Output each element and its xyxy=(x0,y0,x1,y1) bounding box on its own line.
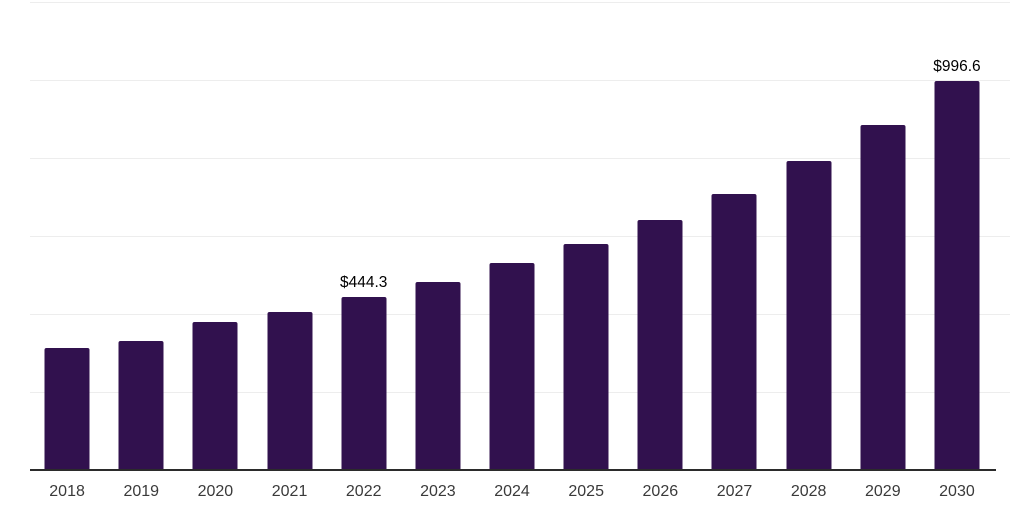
bar-2020 xyxy=(192,322,238,470)
gridline-800 xyxy=(30,158,1010,159)
x-tick-2021: 2021 xyxy=(271,483,308,500)
bar-2027 xyxy=(711,193,757,470)
bar-slot-2019 xyxy=(104,0,178,470)
x-axis-line xyxy=(30,469,996,471)
x-tick-2027: 2027 xyxy=(716,483,753,500)
x-tick-2019: 2019 xyxy=(123,483,160,500)
x-tick-2018: 2018 xyxy=(49,483,85,500)
x-tick-2025: 2025 xyxy=(568,483,604,500)
bar-slot-2026 xyxy=(623,0,697,470)
x-tick-2023: 2023 xyxy=(420,483,456,500)
bar-slot-2025 xyxy=(549,0,623,470)
x-tick-2026: 2026 xyxy=(642,483,679,500)
bar-2018 xyxy=(44,348,90,470)
bar-slot-2022: $444.3 xyxy=(327,0,401,470)
bar-2024 xyxy=(489,262,535,470)
bar-2029 xyxy=(860,124,906,470)
bar-slot-2020 xyxy=(178,0,252,470)
bar-slot-2024 xyxy=(475,0,549,470)
bar-slot-2028 xyxy=(772,0,846,470)
gridline-1000 xyxy=(30,80,1010,81)
x-tick-2020: 2020 xyxy=(197,483,234,500)
x-tick-2022: 2022 xyxy=(345,483,382,500)
x-tick-2030: 2030 xyxy=(939,483,975,500)
x-axis-labels: 2018 2019 2020 2021 2022 2023 2024 2025 2026 2027… xyxy=(30,482,994,502)
gridline-1200 xyxy=(30,2,1010,3)
bar-slot-2030: $996.6 xyxy=(920,0,994,470)
bar-2028 xyxy=(786,161,832,470)
bar-slot-2023 xyxy=(401,0,475,470)
bar-slot-2018 xyxy=(30,0,104,470)
value-label-2022: $444.3 xyxy=(339,273,388,291)
value-label-2030: $996.6 xyxy=(933,58,981,76)
x-tick-2024: 2024 xyxy=(494,483,530,500)
x-tick-2029: 2029 xyxy=(865,483,901,500)
bar-2022 xyxy=(341,296,387,470)
bar-2023 xyxy=(415,281,461,470)
bar-slot-2021 xyxy=(252,0,326,470)
x-tick-2028: 2028 xyxy=(790,483,827,500)
bar-slot-2029 xyxy=(846,0,920,470)
bar-2019 xyxy=(118,340,164,470)
gridline-600 xyxy=(30,236,1010,237)
bar-2025 xyxy=(563,243,609,470)
bar-2030 xyxy=(934,81,980,470)
bar-2026 xyxy=(637,220,683,470)
bar-2021 xyxy=(267,312,313,470)
plot-area: $444.3 $996.6 xyxy=(30,0,994,470)
bar-slot-2027 xyxy=(697,0,771,470)
